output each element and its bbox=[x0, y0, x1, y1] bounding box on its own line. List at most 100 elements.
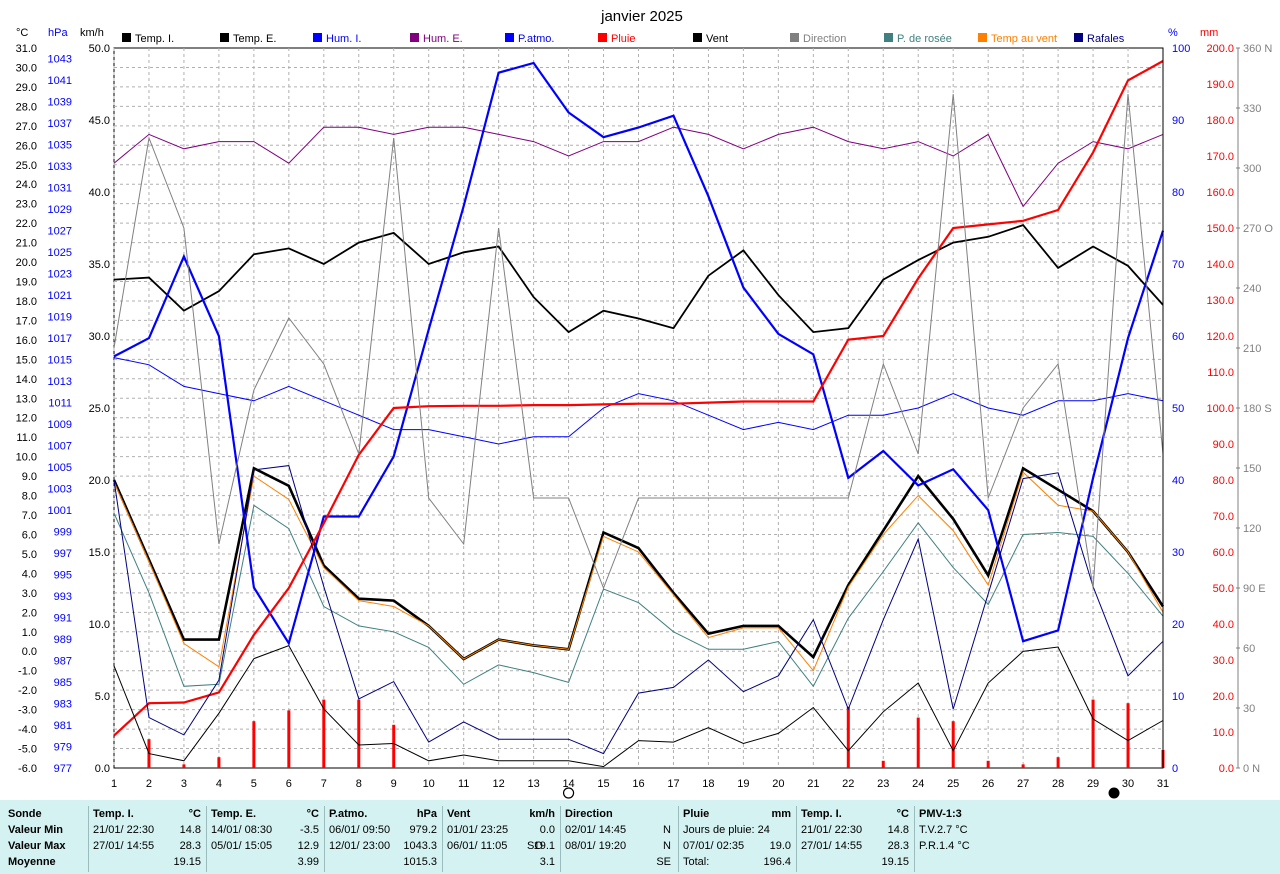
pressure-tick-label: 1043 bbox=[48, 54, 72, 66]
x-tick-label: 10 bbox=[423, 778, 435, 790]
stat-max: 19.0 bbox=[769, 840, 791, 852]
stat-min: 979.2 bbox=[409, 824, 437, 836]
stat-title: Temp. I. bbox=[93, 808, 134, 820]
stats-pmv: PMV-1:3 T.V.2.7 °C P.R.1.4 °C bbox=[914, 806, 1031, 872]
x-tick-label: 9 bbox=[391, 778, 397, 790]
x-tick-label: 5 bbox=[251, 778, 257, 790]
rain-unit-label: mm bbox=[1200, 27, 1218, 39]
stat-title: Vent bbox=[447, 808, 471, 820]
legend-label: P.atmo. bbox=[518, 33, 555, 45]
stat-max: 12.9 bbox=[297, 840, 319, 852]
direction-tick-label: 120 bbox=[1243, 523, 1261, 535]
x-tick-label: 20 bbox=[772, 778, 784, 790]
x-tick-label: 18 bbox=[702, 778, 714, 790]
pressure-tick-label: 995 bbox=[54, 570, 72, 582]
x-tick-label: 17 bbox=[667, 778, 679, 790]
stat-title: P.atmo. bbox=[329, 808, 368, 820]
rain-tick-label: 170.0 bbox=[1206, 151, 1234, 163]
rain-tick-label: 40.0 bbox=[1213, 619, 1234, 631]
stat-avg: SE bbox=[656, 856, 671, 868]
rain-tick-label: 100.0 bbox=[1206, 403, 1234, 415]
stats-pluie: Pluie mm Jours de pluie: 24 07/01/ 02:35… bbox=[678, 806, 795, 872]
temp-tick-label: 17.0 bbox=[16, 315, 37, 327]
rain-tick-label: 140.0 bbox=[1206, 259, 1234, 271]
x-tick-label: 23 bbox=[877, 778, 889, 790]
stats-temp-e: Temp. E. °C 14/01/ 08:30 -3.5 05/01/ 15:… bbox=[206, 806, 323, 872]
temp-tick-label: -6.0 bbox=[18, 763, 37, 775]
direction-tick-label: 150 bbox=[1243, 463, 1261, 475]
rain-tick-label: 80.0 bbox=[1213, 475, 1234, 487]
pressure-tick-label: 993 bbox=[54, 591, 72, 603]
rain-bar bbox=[252, 721, 256, 768]
direction-tick-label: 60 bbox=[1243, 643, 1255, 655]
x-tick-label: 29 bbox=[1087, 778, 1099, 790]
pressure-tick-label: 1039 bbox=[48, 97, 72, 109]
legend-swatch bbox=[122, 33, 131, 42]
stat-max: 28.3 bbox=[179, 840, 201, 852]
legend-label: Direction bbox=[803, 33, 846, 45]
legend-swatch bbox=[598, 33, 607, 42]
stat-min: -3.5 bbox=[300, 824, 319, 836]
humidity-tick-label: 80 bbox=[1172, 187, 1184, 199]
rain-tick-label: 120.0 bbox=[1206, 331, 1234, 343]
stat-max: 28.3 bbox=[887, 840, 909, 852]
x-tick-label: 3 bbox=[181, 778, 187, 790]
temp-tick-label: 31.0 bbox=[16, 43, 37, 55]
humidity-tick-label: 100 bbox=[1172, 43, 1190, 55]
temp-tick-label: 26.0 bbox=[16, 140, 37, 152]
wind-tick-label: 5.0 bbox=[95, 691, 110, 703]
legend-label: Temp. E. bbox=[233, 33, 276, 45]
humidity-tick-label: 30 bbox=[1172, 547, 1184, 559]
x-tick-label: 25 bbox=[947, 778, 959, 790]
series-line-rosee bbox=[113, 504, 1164, 688]
humidity-tick-label: 60 bbox=[1172, 331, 1184, 343]
row-label-min: Valeur Min bbox=[8, 824, 64, 836]
series-line-rafales bbox=[113, 465, 1164, 755]
stats-panel: Sonde Valeur Min Valeur Max Moyenne Temp… bbox=[0, 800, 1280, 874]
legend-label: Hum. I. bbox=[326, 33, 361, 45]
temp-tick-label: -1.0 bbox=[18, 666, 37, 678]
rain-bar bbox=[1091, 699, 1095, 768]
stat-total-label: Total: bbox=[683, 856, 710, 868]
stats-patmo: P.atmo. hPa 06/01/ 09:50 979.2 12/01/ 23… bbox=[324, 806, 441, 872]
wind-tick-label: 30.0 bbox=[89, 331, 110, 343]
temp-tick-label: 1.0 bbox=[22, 627, 37, 639]
series-line-patmo bbox=[113, 61, 1165, 647]
x-tick-label: 11 bbox=[458, 778, 469, 790]
stat-tv: T.V.2.7 °C bbox=[919, 824, 968, 836]
stat-unit: °C bbox=[188, 808, 201, 820]
pressure-tick-label: 1041 bbox=[48, 75, 72, 87]
legend-label: Pluie bbox=[611, 33, 635, 45]
stat-max-time: 12/01/ 23:00 bbox=[329, 840, 391, 852]
rain-bar bbox=[287, 710, 291, 768]
stat-max-time: 07/01/ 02:35 bbox=[683, 840, 745, 852]
temp-tick-label: 29.0 bbox=[16, 82, 37, 94]
stat-unit: hPa bbox=[416, 808, 437, 820]
pressure-tick-label: 1005 bbox=[48, 462, 72, 474]
temp-unit-label: °C bbox=[16, 27, 28, 39]
series-line-temp_i bbox=[113, 224, 1164, 334]
x-tick-label: 15 bbox=[597, 778, 609, 790]
wind-tick-label: 50.0 bbox=[89, 43, 110, 55]
rain-tick-label: 50.0 bbox=[1213, 583, 1234, 595]
rain-bar bbox=[1021, 764, 1025, 768]
temp-tick-label: 20.0 bbox=[16, 257, 37, 269]
pressure-tick-label: 1009 bbox=[48, 419, 72, 431]
direction-tick-label: 30 bbox=[1243, 703, 1255, 715]
humidity-tick-label: 20 bbox=[1172, 619, 1184, 631]
x-tick-label: 26 bbox=[982, 778, 994, 790]
humidity-tick-label: 70 bbox=[1172, 259, 1184, 271]
temp-tick-label: 7.0 bbox=[22, 510, 37, 522]
stats-vent: Vent km/h 01/01/ 23:25 0.0 06/01/ 11:05 … bbox=[442, 806, 559, 872]
temp-tick-label: 3.0 bbox=[22, 588, 37, 600]
stat-title: Pluie bbox=[683, 808, 710, 820]
chart-title: janvier 2025 bbox=[600, 8, 683, 25]
pressure-tick-label: 977 bbox=[54, 763, 72, 775]
legend-swatch bbox=[313, 33, 322, 42]
pressure-tick-label: 1011 bbox=[48, 398, 72, 410]
rain-bar bbox=[1056, 757, 1060, 768]
stat-title: Temp. I. bbox=[801, 808, 842, 820]
rain-bar bbox=[322, 699, 326, 768]
row-label-avg: Moyenne bbox=[8, 856, 56, 868]
row-label-max: Valeur Max bbox=[8, 840, 66, 852]
